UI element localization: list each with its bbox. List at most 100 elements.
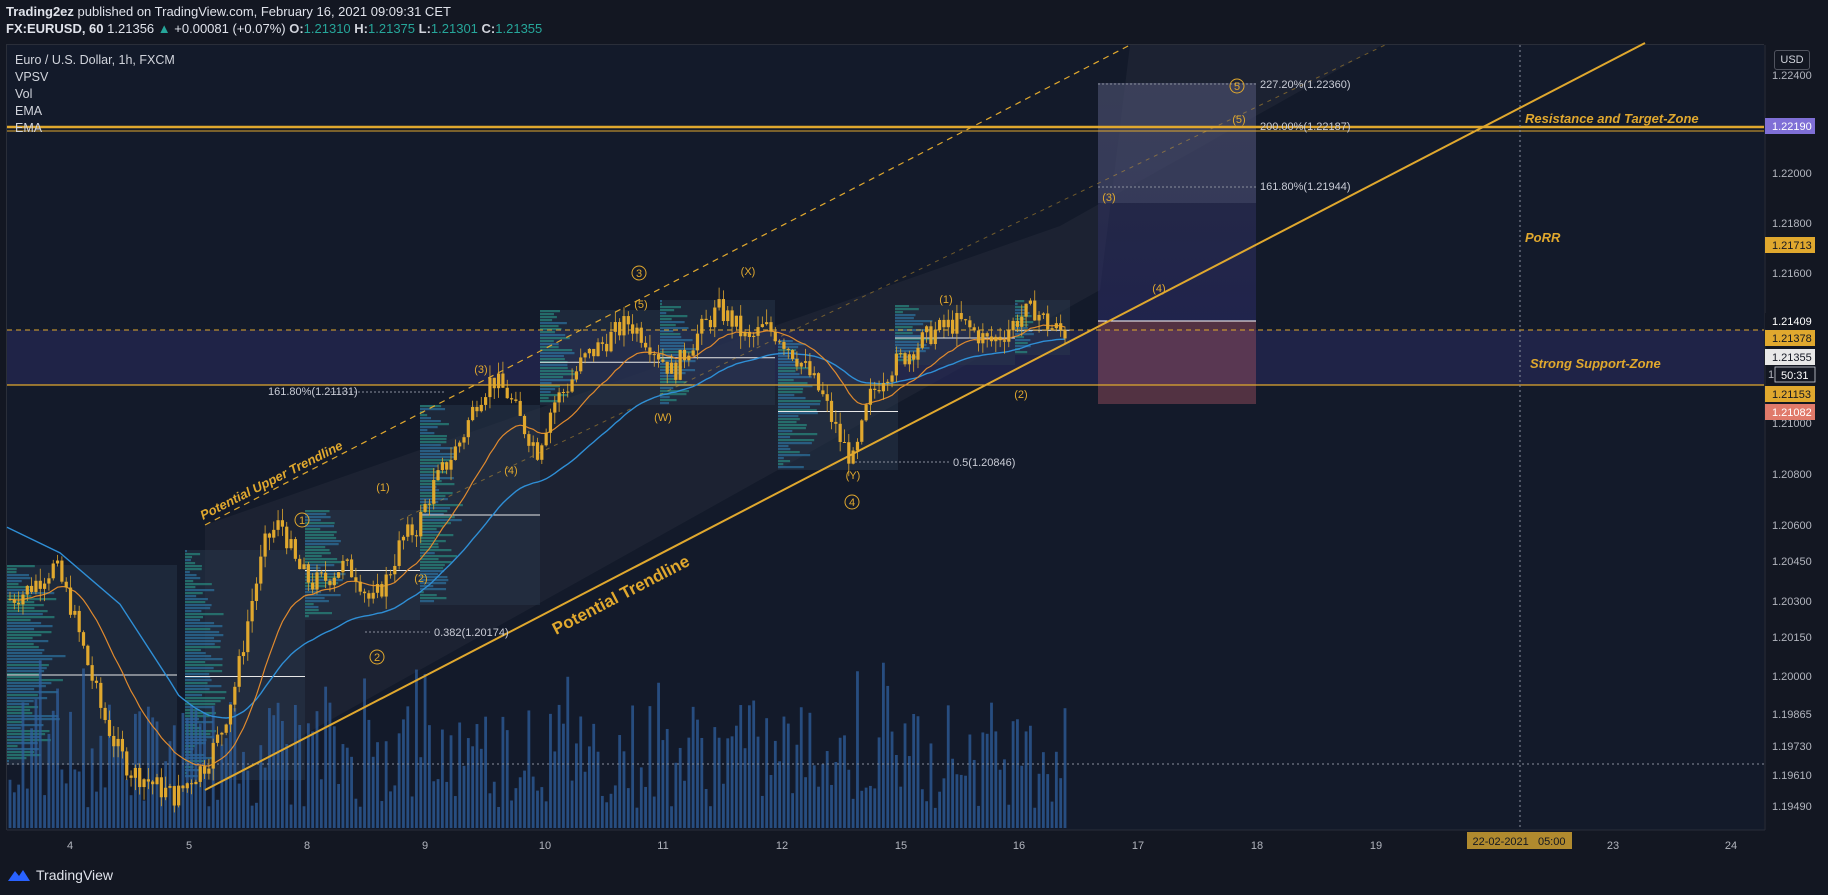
volume-bar [276, 702, 280, 828]
legend-vol[interactable]: Vol [15, 87, 33, 101]
candle-body [985, 333, 989, 337]
candle-body [328, 580, 332, 586]
profile-row [185, 745, 195, 748]
candle-body [47, 578, 51, 584]
candle-body [1020, 316, 1024, 327]
volume-bar [968, 734, 972, 828]
candle-body [583, 353, 587, 358]
candle-body [375, 584, 380, 593]
profile-row [778, 406, 810, 409]
volume-bar [760, 795, 764, 828]
profile-row [7, 673, 40, 676]
volume-bar [384, 741, 388, 828]
profile-row [420, 483, 455, 486]
volume-bar [1003, 759, 1006, 828]
volume-bar [272, 715, 276, 828]
profile-row [778, 364, 797, 367]
profile-row [660, 390, 690, 393]
profile-row [420, 567, 444, 570]
profile-row [778, 343, 806, 346]
profile-row [420, 573, 439, 576]
author[interactable]: Trading2ez [6, 4, 74, 19]
profile-row [540, 352, 575, 355]
profile-row [778, 439, 815, 442]
volume-bar [406, 706, 410, 828]
price-axis[interactable] [1765, 45, 1828, 830]
profile-row [778, 460, 791, 463]
tradingview-logo[interactable]: TradingView [8, 867, 113, 883]
candle-body [535, 442, 540, 460]
volume-bar [929, 743, 933, 828]
volume-bar [216, 799, 219, 828]
legend-ema-1[interactable]: EMA [15, 104, 43, 118]
candle-body [700, 318, 704, 334]
candle-body [272, 529, 276, 538]
profile-row [540, 358, 565, 361]
profile-row [420, 450, 440, 453]
profile-row [895, 332, 913, 335]
wave-w: (W) [654, 412, 672, 424]
candle-body [942, 319, 946, 328]
candle-body [1028, 300, 1033, 304]
currency-label[interactable]: USD [1774, 50, 1810, 70]
volume-bar [337, 784, 341, 828]
profile-row [7, 586, 32, 589]
candle-body [488, 377, 492, 398]
candle-body [946, 319, 950, 328]
profile-row [778, 355, 791, 358]
volume-bar [151, 717, 155, 828]
profile-row [660, 381, 687, 384]
last-price: 1.21356 [107, 21, 155, 36]
volume-bar [233, 708, 237, 828]
candle-body [570, 379, 574, 392]
volume-bar [683, 780, 686, 828]
volume-bar [523, 770, 526, 828]
profile-row [185, 733, 211, 736]
legend-ema-2[interactable]: EMA [15, 121, 43, 135]
candle-body [501, 373, 505, 388]
candle-body [77, 610, 81, 633]
y-tick-label: 1.20600 [1772, 520, 1812, 532]
profile-row [7, 565, 35, 568]
volume-bar [103, 787, 107, 828]
candle-body [782, 342, 786, 349]
profile-row [540, 379, 576, 382]
candle-body [133, 767, 137, 778]
candle-body [851, 450, 855, 464]
candle-body [64, 581, 68, 588]
candle-body [972, 327, 976, 331]
profile-row [895, 320, 933, 323]
candles [8, 287, 1067, 813]
volume-bar [25, 788, 29, 828]
volume-bar [951, 758, 954, 828]
volume-bar [280, 721, 284, 828]
candle-body [410, 524, 414, 536]
profile-row [185, 682, 208, 685]
badge-last: 1.21355 [1772, 352, 1812, 364]
profile-row [660, 378, 677, 381]
candle-body [803, 361, 808, 363]
candle-body [648, 347, 652, 355]
candle-body [553, 402, 557, 413]
candle-body [587, 348, 591, 354]
profile-row [895, 344, 927, 347]
profile-row [420, 447, 454, 450]
candle-body [886, 381, 890, 384]
badge-stop-bg [1765, 404, 1815, 420]
volume-bar [536, 790, 539, 828]
legend-vpsv[interactable]: VPSV [15, 70, 49, 84]
volume-bar [717, 737, 721, 828]
candle-body [752, 335, 756, 337]
candle-body [17, 602, 21, 605]
candle-body [189, 783, 194, 785]
candle-body [125, 751, 129, 776]
fib-227-label: 227.20%(1.22360) [1260, 79, 1351, 91]
profile-row [420, 555, 458, 558]
volume-bar [847, 769, 851, 828]
profile-row [305, 597, 325, 600]
volume-bar [242, 751, 245, 828]
profile-row [540, 370, 574, 373]
candle-body [682, 349, 687, 361]
profile-row [7, 727, 21, 730]
